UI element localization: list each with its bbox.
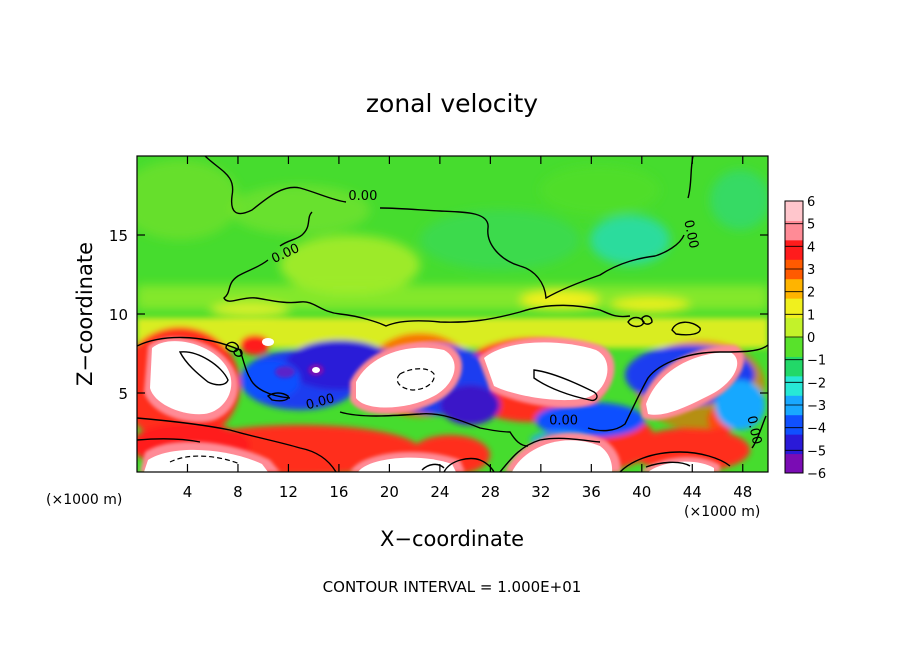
colorbar-tick-label: −5 [807,444,826,459]
x-tick-label: 44 [683,483,702,501]
colorbar-tick-label: −4 [807,422,826,437]
x-unit-left: (×1000 m) [46,492,122,508]
colorbar-swatch [785,298,803,319]
colorbar-swatch [785,414,803,435]
x-tick-label: 36 [582,483,601,501]
colorbar-tick-label: 5 [807,218,815,233]
colorbar-tick-label: 0 [807,331,815,346]
colorbar-tick-label: 1 [807,308,815,323]
x-tick-label: 28 [481,483,500,501]
x-tick-label: 48 [733,483,752,501]
x-tick-label: 16 [329,483,348,501]
x-tick-label: 12 [279,483,298,501]
colorbar-ticks: 6 5 4 3 2 1 0 −1 −2 −3 −4 −5 −6 [785,195,826,482]
colorbar-swatch [785,453,803,474]
contour-interval-note: CONTOUR INTERVAL = 1.000E+01 [323,578,582,596]
contour-label: 0.00 [348,189,377,204]
y-axis-label: Z−coordinate [73,242,97,386]
x-unit-right: (×1000 m) [684,504,760,520]
heatmap-field: 0.000.000.000.000.00 0.00 [137,156,768,472]
y-tick-label: 10 [109,306,128,324]
colorbar-tick-label: −6 [807,467,826,482]
colorbar-swatch [785,434,803,455]
colorbar-swatch [785,220,803,241]
colorbar-tick-label: −2 [807,376,826,391]
x-axis-ticks: 4 8 12 16 20 24 28 32 36 40 44 48 [183,156,752,501]
colorbar-tick-label: −1 [807,354,826,369]
x-tick-label: 24 [430,483,449,501]
colorbar-swatch [785,239,803,260]
y-tick-label: 5 [118,385,128,403]
colorbar-tick-label: 3 [807,263,815,278]
y-tick-label: 15 [109,227,128,245]
colorbar-tick-label: 4 [807,240,815,255]
contour-label: 0.00 [549,414,578,429]
x-tick-label: 32 [531,483,550,501]
colorbar-swatch [785,278,803,299]
colorbar-swatch [785,337,803,357]
contour-label: 0.00 [304,391,336,413]
colorbar-swatch [785,317,803,338]
colorbar-tick-label: −3 [807,399,826,414]
upper-field-shading [137,160,768,318]
colorbar-swatch [785,201,803,221]
colorbar-swatch [785,356,803,377]
contour-label: 0.00 [680,219,701,250]
x-tick-label: 40 [632,483,651,501]
x-tick-label: 4 [183,483,193,501]
chart-title: zonal velocity [366,89,538,118]
colorbar-swatch [785,375,803,396]
contour-label: 0.00 [743,414,764,445]
negative-contours [169,368,435,465]
out-of-range-cores [144,338,738,472]
x-tick-label: 20 [380,483,399,501]
colorbar-tick-label: 2 [807,286,815,301]
x-axis-label: X−coordinate [380,527,524,551]
y-axis-ticks: 5 10 15 [109,227,768,403]
x-tick-label: 8 [233,483,243,501]
colorbar-tick-label: 6 [807,195,815,210]
